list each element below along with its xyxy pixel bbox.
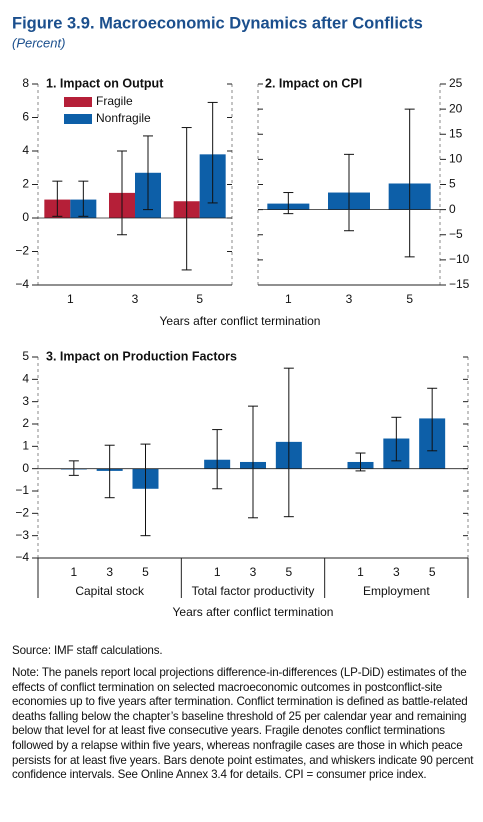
y-tick-label: −10: [449, 252, 470, 266]
y-tick-label: 4: [22, 372, 29, 386]
y-tick-label: 10: [449, 152, 463, 166]
y-tick-label: 0: [22, 210, 29, 224]
x-tick-label: 1: [214, 565, 221, 579]
source: Source: IMF staff calculations.: [12, 644, 163, 657]
legend-label: Nonfragile: [96, 111, 151, 125]
legend-label: Fragile: [96, 94, 133, 108]
group-label: Capital stock: [75, 584, 145, 598]
x-tick-label: 5: [429, 565, 436, 579]
y-tick-label: 1: [22, 439, 29, 453]
x-axis-label: Years after conflict termination: [160, 314, 321, 328]
y-tick-label: −4: [15, 550, 29, 564]
y-tick-label: 25: [449, 76, 463, 90]
x-tick-label: 5: [285, 565, 292, 579]
y-tick-label: −2: [15, 244, 29, 258]
panel-title: 1. Impact on Output: [46, 76, 164, 90]
x-tick-label: 3: [250, 565, 257, 579]
y-tick-label: 0: [22, 461, 29, 475]
x-tick-label: 5: [406, 292, 413, 306]
y-tick-label: 3: [22, 394, 29, 408]
y-tick-label: −3: [15, 528, 29, 542]
y-tick-label: −5: [449, 227, 463, 241]
group-label: Employment: [363, 584, 430, 598]
y-tick-label: 2: [22, 416, 29, 430]
y-tick-label: −15: [449, 277, 470, 291]
x-tick-label: 3: [106, 565, 113, 579]
legend-swatch: [64, 114, 92, 124]
x-tick-label: 1: [285, 292, 292, 306]
note: Note: The panels report local projection…: [12, 666, 474, 782]
y-tick-label: 0: [449, 202, 456, 216]
y-tick-label: −2: [15, 506, 29, 520]
x-tick-label: 3: [346, 292, 353, 306]
figure-subtitle: (Percent): [12, 35, 65, 50]
y-tick-label: 20: [449, 101, 463, 115]
y-tick-label: 15: [449, 126, 463, 140]
y-tick-label: 2: [22, 177, 29, 191]
x-axis-label: Years after conflict termination: [173, 605, 334, 619]
y-tick-label: 8: [22, 76, 29, 90]
panel-title: 3. Impact on Production Factors: [46, 349, 237, 363]
y-tick-label: 4: [22, 143, 29, 157]
x-tick-label: 1: [357, 565, 364, 579]
y-tick-label: −4: [15, 277, 29, 291]
legend-swatch: [64, 97, 92, 107]
group-label: Total factor productivity: [192, 584, 315, 598]
x-tick-label: 1: [70, 565, 77, 579]
chart: Figure 3.9. Macroeconomic Dynamics after…: [12, 14, 470, 619]
panel-title: 2. Impact on CPI: [265, 76, 362, 90]
x-tick-label: 5: [196, 292, 203, 306]
x-tick-label: 1: [67, 292, 74, 306]
y-tick-label: −1: [15, 483, 29, 497]
figure-title: Figure 3.9. Macroeconomic Dynamics after…: [12, 14, 423, 32]
x-tick-label: 3: [393, 565, 400, 579]
x-tick-label: 3: [132, 292, 139, 306]
y-tick-label: 5: [22, 349, 29, 363]
y-tick-label: 5: [449, 177, 456, 191]
x-tick-label: 5: [142, 565, 149, 579]
y-tick-label: 6: [22, 110, 29, 124]
